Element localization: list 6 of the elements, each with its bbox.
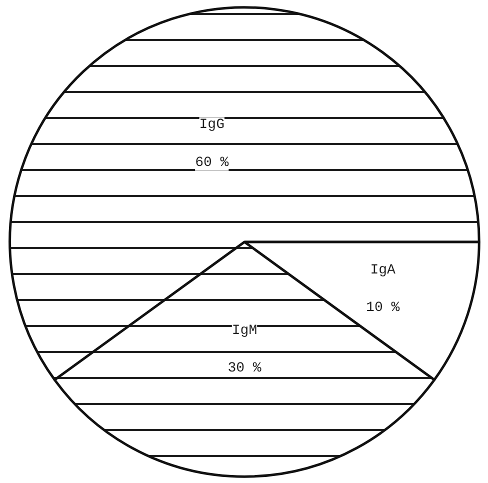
slice-label: IgG xyxy=(199,117,224,134)
data-label: 10 % xyxy=(366,300,400,316)
slice-label: IgM xyxy=(232,323,258,340)
data-label: 60 % xyxy=(195,154,230,171)
data-label: 30 % xyxy=(228,360,262,377)
slice-label: IgA xyxy=(370,262,396,279)
